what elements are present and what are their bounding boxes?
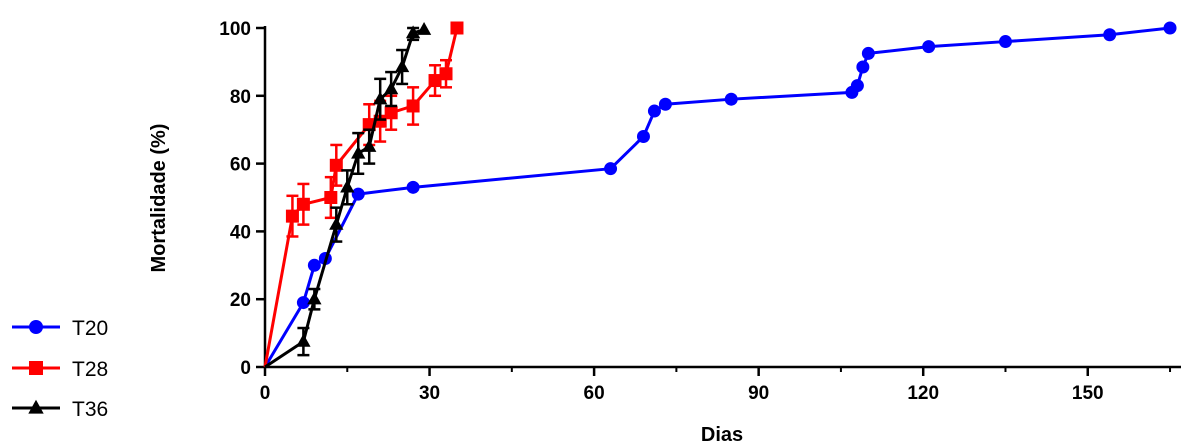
data-point-t28 [285, 209, 299, 223]
x-tick-label-30: 30 [419, 383, 440, 404]
data-point-t36 [362, 138, 377, 152]
series-line-t36 [264, 28, 425, 369]
axes: 0 20 40 60 80 100 0 30 60 90 120 150 [219, 19, 1181, 404]
y-tick-label-100: 100 [219, 19, 251, 40]
data-point-t20 [856, 60, 870, 74]
data-point-t28 [324, 191, 338, 204]
data-point-t20 [861, 46, 875, 60]
legend-item-t36: T36 [12, 398, 108, 421]
y-tick-label-0: 0 [240, 358, 251, 379]
data-point-t36 [351, 145, 366, 159]
x-tick-label-90: 90 [748, 383, 769, 404]
legend: T20 T28 T36 [12, 317, 108, 421]
data-point-t20 [406, 180, 420, 194]
legend-label: T20 [72, 317, 108, 340]
data-point-t20 [307, 258, 321, 272]
data-point-t36 [394, 59, 410, 73]
legend-marker-square [29, 361, 43, 375]
data-point-t28 [450, 21, 464, 35]
data-point-t36 [416, 22, 432, 35]
data-point-t20 [1163, 21, 1177, 35]
data-point-t20 [922, 40, 936, 54]
data-point-t20 [998, 35, 1012, 49]
data-point-t20 [296, 296, 310, 310]
series-layer [263, 21, 1177, 369]
y-tick-label-60: 60 [230, 155, 251, 176]
data-point-t20 [647, 104, 661, 118]
data-point-t36 [373, 91, 388, 105]
legend-marker-circle [29, 320, 43, 334]
x-tick-label-120: 120 [907, 383, 939, 404]
legend-item-t28: T28 [12, 358, 108, 381]
x-tick-label-60: 60 [584, 383, 605, 404]
x-tick-label-0: 0 [260, 383, 271, 404]
legend-item-t20: T20 [12, 317, 108, 340]
data-point-t28 [439, 67, 453, 81]
legend-label: T28 [72, 358, 108, 381]
data-point-t36 [307, 291, 322, 305]
data-point-t20 [658, 97, 672, 111]
data-point-t20 [724, 92, 738, 106]
data-point-t36 [340, 179, 355, 193]
data-point-t20 [1103, 28, 1117, 42]
legend-label: T36 [72, 398, 108, 421]
data-point-t36 [329, 216, 344, 230]
series-line-t20 [263, 26, 1171, 368]
x-tick-label-150: 150 [1072, 383, 1104, 404]
data-point-t28 [406, 99, 420, 113]
series-t36 [264, 22, 432, 369]
data-point-t28 [428, 74, 442, 88]
y-tick-label-40: 40 [230, 222, 251, 243]
data-point-t28 [384, 106, 398, 120]
y-axis-title: Mortalidade (%) [148, 124, 170, 273]
data-point-t36 [296, 333, 311, 347]
data-point-t36 [384, 81, 399, 95]
data-point-t20 [604, 162, 618, 176]
data-point-t28 [329, 158, 343, 172]
data-point-t36 [405, 25, 421, 39]
data-point-t20 [351, 187, 365, 201]
x-axis-title: Dias [701, 424, 743, 442]
y-tick-label-80: 80 [230, 87, 251, 108]
data-point-t20 [636, 129, 650, 143]
y-tick-label-20: 20 [230, 290, 251, 311]
legend-marker-triangle [28, 399, 44, 414]
data-point-t28 [296, 197, 310, 211]
data-point-t20 [850, 79, 864, 93]
